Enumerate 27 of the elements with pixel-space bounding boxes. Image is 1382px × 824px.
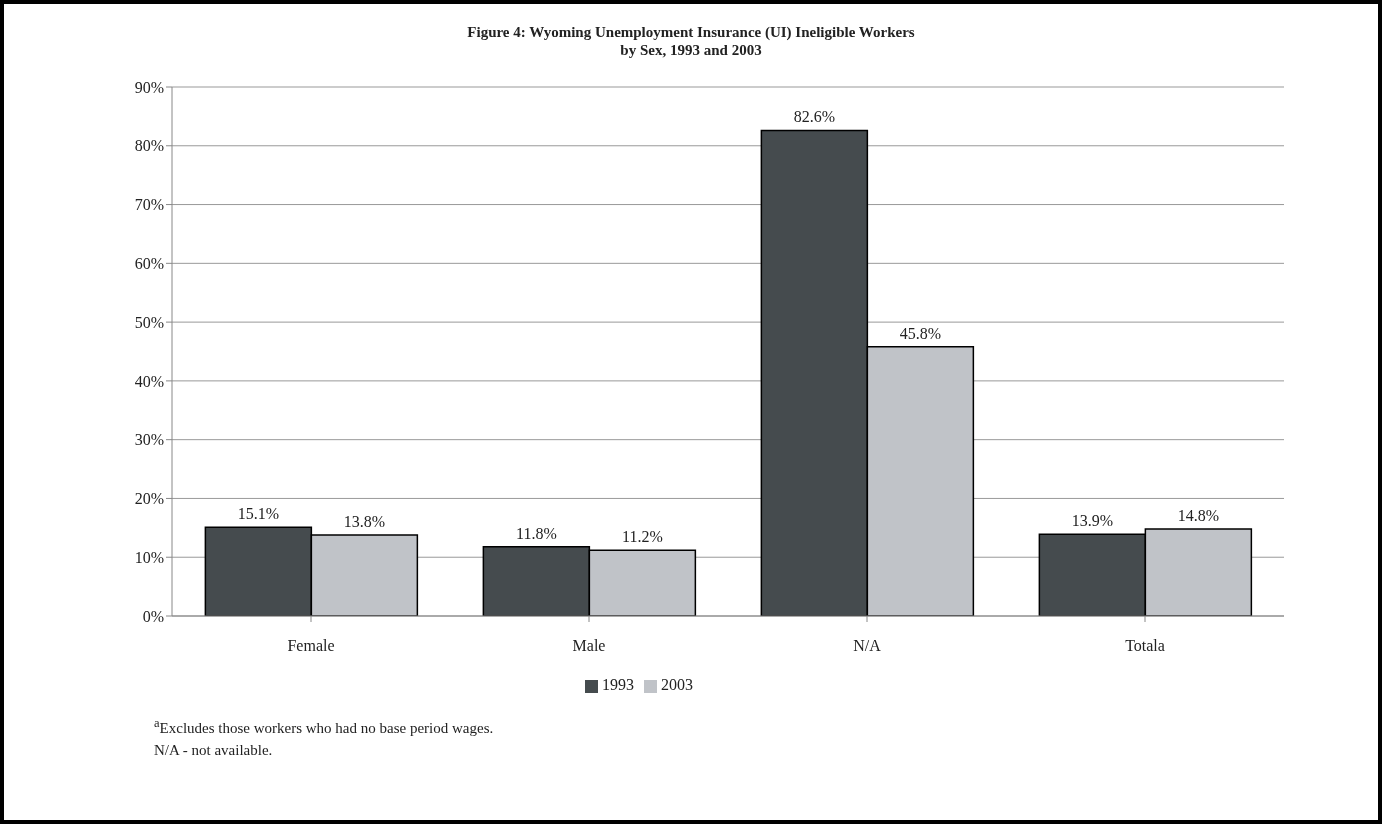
data-label: 13.9% — [1071, 512, 1114, 530]
x-tick-label: Female — [287, 637, 335, 655]
y-tick-label: 40% — [134, 372, 164, 390]
text: $^{a}$Excludes those workers who had no base period wages. — [154, 715, 495, 738]
data-label: 15.1% — [237, 505, 280, 523]
data-label: 45.8% — [899, 324, 942, 342]
x-tick-label: Totala — [1125, 637, 1165, 655]
y-tick-label: 60% — [134, 255, 164, 273]
y-tick-label: 80% — [134, 137, 164, 155]
y-tick-label: 90% — [134, 78, 164, 96]
text: N/A - not available. — [154, 741, 274, 760]
y-tick-label: 10% — [134, 548, 164, 566]
y-tick-label: 0% — [142, 607, 164, 625]
data-label: 82.6% — [793, 108, 836, 126]
y-tick-label: 20% — [134, 490, 164, 508]
y-tick-label: 50% — [134, 313, 164, 331]
data-label: 11.2% — [621, 528, 663, 546]
x-tick-label: N/A — [853, 637, 882, 655]
y-tick-label: 70% — [134, 196, 164, 214]
y-tick-label: 30% — [134, 431, 164, 449]
data-label: 13.8% — [343, 512, 386, 530]
chart-title: Figure 4: Wyoming Unemployment Insurance (UI) Ineligible Workers by Sex, 1993 and 2003 — [466, 23, 916, 59]
legend-label: 1993 — [602, 676, 634, 693]
x-tick-label: Male — [572, 637, 606, 655]
data-label: 14.8% — [1177, 507, 1220, 525]
data-label: 11.8% — [515, 524, 557, 542]
legend-label: 2003 — [661, 676, 693, 693]
